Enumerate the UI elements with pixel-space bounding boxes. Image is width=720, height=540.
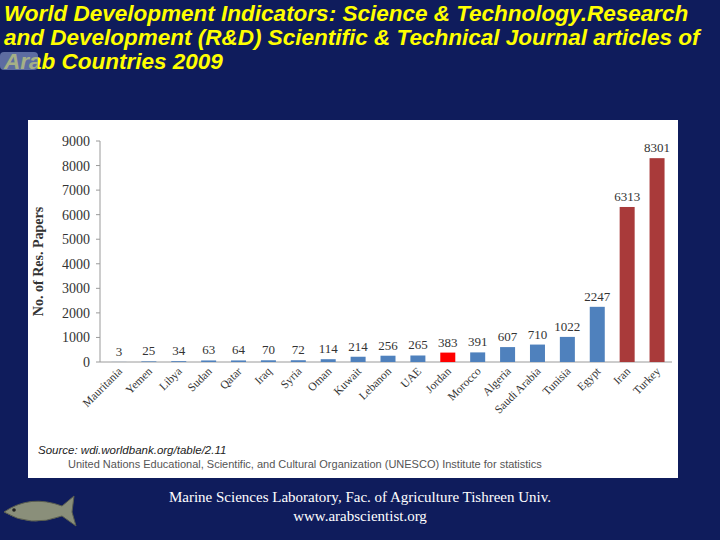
y-axis-line [100,141,101,362]
y-tick-label: 2000 [62,306,90,321]
data-label: 34 [172,343,186,358]
data-label: 2247 [584,289,611,304]
bar [530,345,545,362]
y-tick [96,141,100,142]
bar [590,307,605,362]
bar [620,207,635,362]
data-label: 72 [292,342,305,357]
x-tick-label: UAE [398,365,423,390]
y-tick-label: 7000 [62,183,90,198]
bar [111,361,126,362]
y-tick-label: 0 [83,355,90,370]
x-tick-label: Iran [611,365,633,387]
chart-panel [28,120,678,478]
x-tick-label: Syria [278,365,304,391]
chart-svg: 0 1000 2000 3000 4000 5000 6000 7000 8000 9000 No.… [0,0,720,540]
bar [560,337,575,362]
bar [381,356,396,362]
data-label: 8301 [644,140,670,155]
data-label: 710 [528,327,548,342]
x-tick-label: Tunisia [540,365,573,398]
data-label: 25 [142,343,155,358]
y-tick [96,190,100,191]
data-label: 391 [468,334,488,349]
x-tick-label: Iraq [252,365,274,387]
y-tick [96,165,100,166]
bar [321,359,336,362]
data-label: 607 [498,329,518,344]
bar [440,353,455,362]
x-tick-label: Lebanon [356,365,393,402]
data-label: 70 [262,342,275,357]
data-label: 3 [116,344,123,359]
y-tick [96,214,100,215]
y-axis-label: No. of Res. Papers [31,206,46,316]
bar [470,352,485,362]
data-label: 64 [232,342,246,357]
bar [261,360,276,362]
y-tick [96,288,100,289]
bar [500,347,515,362]
y-tick-label: 9000 [62,134,90,149]
y-tick [96,312,100,313]
y-tick [96,337,100,338]
x-tick-label: Saudi Arabia [492,365,543,416]
data-label: 6313 [614,189,640,204]
slide-title: World Development Indicators: Science & … [4,2,716,74]
bar [231,360,246,362]
y-tick-label: 5000 [62,232,90,247]
y-tick [96,263,100,264]
footer-line: Marine Sciences Laboratory, Fac. of Agri… [0,488,720,507]
data-label: 1022 [554,319,580,334]
y-tick-label: 8000 [62,159,90,174]
fish-eye [12,508,16,512]
bar [351,357,366,362]
source-note: United Nations Educational, Scientific, … [68,458,542,470]
y-tick-label: 3000 [62,281,90,296]
x-tick-label: Egypt [575,364,604,393]
y-tick [96,362,100,363]
bar [291,360,306,362]
source-note: Source: wdi.worldbank.org/table/2.11 [38,444,226,456]
data-label: 256 [378,338,398,353]
bar [650,158,665,362]
bar [171,361,186,363]
x-tick-label: Yemen [123,365,154,396]
x-tick-label: Oman [305,365,334,394]
x-tick-label: Sudan [185,365,214,394]
bar [141,361,156,363]
data-label: 114 [319,341,339,356]
y-tick-label: 4000 [62,257,90,272]
x-tick-label: Turkey [631,365,664,398]
bar [410,355,425,362]
data-label: 63 [202,342,215,357]
x-tick-label: Mauritania [80,365,124,409]
y-tick [96,239,100,240]
y-tick-label: 1000 [62,330,90,345]
y-tick-label: 6000 [62,208,90,223]
fish-body [4,496,76,526]
footer-line: www.arabscientist.org [0,507,720,526]
fish-decoration [4,496,76,526]
data-label: 383 [438,335,458,350]
bar [201,360,216,362]
data-label: 265 [408,337,428,352]
x-tick-label: Qatar [217,365,244,392]
x-tick-label: Morocco [445,365,483,403]
footer: Marine Sciences Laboratory, Fac. of Agri… [0,488,720,526]
x-tick-label: Libya [157,365,185,393]
data-label: 214 [348,339,368,354]
title-icon [0,52,38,70]
